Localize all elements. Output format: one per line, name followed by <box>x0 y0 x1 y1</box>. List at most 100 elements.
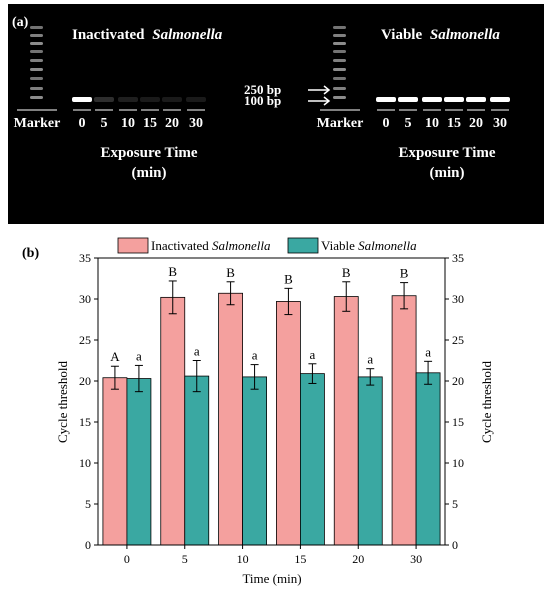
x-tick-label: 20 <box>352 552 364 566</box>
y-tick-label-right: 35 <box>452 251 464 265</box>
y-tick-label-right: 10 <box>452 456 464 470</box>
sample-band <box>422 97 442 102</box>
bar-inactivated <box>391 295 417 546</box>
marker-band <box>30 34 43 37</box>
bar-inactivated <box>333 296 359 546</box>
sample-band <box>444 97 464 102</box>
right-gel-title: Viable Salmonella <box>381 27 500 43</box>
gel-background <box>8 4 544 224</box>
marker-band <box>30 77 43 80</box>
error-bars <box>110 280 433 393</box>
marker-band <box>333 77 346 80</box>
x-axis-title: Time (min) <box>242 571 301 586</box>
lane-label: 30 <box>189 116 203 131</box>
y-tick-label-right: 15 <box>452 415 464 429</box>
left-xlabel-unit: (min) <box>132 165 167 181</box>
significance-letter: B <box>400 266 409 281</box>
marker-band <box>333 59 346 62</box>
bar-inactivated <box>276 301 301 546</box>
sample-band <box>118 97 138 102</box>
marker-band <box>333 87 346 90</box>
lane-label: 10 <box>425 116 439 131</box>
left-lane-labels: Marker 0 5 10 15 20 30 <box>14 109 205 131</box>
y-axis-title-right: Cycle threshold <box>479 361 494 443</box>
significance-letter: A <box>110 349 120 364</box>
y-tick-label: 30 <box>79 292 91 306</box>
panel-b-label: (b) <box>22 246 39 261</box>
legend-swatch-viable <box>287 237 319 254</box>
arrow-250bp <box>308 85 331 95</box>
marker-label-250bp: 250 bp <box>244 82 281 97</box>
legend-label-inactivated: Inactivated Salmonella <box>151 238 271 253</box>
bar-inactivated <box>102 377 128 546</box>
sample-band <box>94 97 114 102</box>
lane-label: Marker <box>14 116 61 131</box>
lane-label: Marker <box>317 116 364 131</box>
marker-band <box>30 42 43 45</box>
x-tick-label: 5 <box>182 552 188 566</box>
significance-letter: a <box>367 352 373 367</box>
y-axis-title-left: Cycle threshold <box>55 361 70 443</box>
significance-letter: B <box>284 271 293 286</box>
significance-letter: B <box>342 265 351 280</box>
lane-label: 30 <box>493 116 507 131</box>
y-tick-label-right: 30 <box>452 292 464 306</box>
significance-letter: a <box>310 347 316 362</box>
bar-series <box>102 292 441 546</box>
marker-band <box>333 50 346 53</box>
left-marker-ladder <box>30 26 43 99</box>
bar-chart-panel: (b) Inactivated Salmonella Viable Salmon… <box>22 237 494 586</box>
y-tick-label: 0 <box>85 538 91 552</box>
x-axis: 0 5 10 15 20 30 <box>124 545 422 566</box>
significance-letter: B <box>168 264 177 279</box>
marker-band <box>30 59 43 62</box>
marker-band <box>30 50 43 53</box>
plot-frame <box>97 257 446 546</box>
y-tick-label: 25 <box>79 333 91 347</box>
x-tick-label: 30 <box>410 552 422 566</box>
lane-label: 5 <box>405 116 412 131</box>
legend-swatch-inactivated <box>117 237 149 254</box>
sample-band <box>398 97 418 102</box>
right-lane-labels: Marker 0 5 10 15 20 30 <box>317 109 509 131</box>
significance-letter: a <box>194 344 200 359</box>
y-tick-label-right: 0 <box>452 538 458 552</box>
sample-band <box>490 97 510 102</box>
sample-band <box>466 97 486 102</box>
arrow-100bp <box>308 96 331 106</box>
lane-label: 15 <box>143 116 157 131</box>
bar-viable <box>126 378 152 546</box>
sample-band <box>186 97 206 102</box>
bar-inactivated <box>160 296 186 546</box>
x-tick-label: 0 <box>124 552 130 566</box>
marker-band <box>30 68 43 71</box>
marker-band <box>333 68 346 71</box>
lane-label: 0 <box>79 116 86 131</box>
lane-label: 20 <box>165 116 179 131</box>
right-xlabel-unit: (min) <box>430 165 465 181</box>
bar-inactivated <box>218 292 243 546</box>
right-xlabel: Exposure Time <box>398 145 495 161</box>
lane-label: 10 <box>121 116 135 131</box>
marker-band <box>333 42 346 45</box>
y-tick-label-right: 5 <box>452 497 458 511</box>
y-tick-label: 35 <box>79 251 91 265</box>
lane-label: 15 <box>447 116 461 131</box>
lane-label: 0 <box>383 116 390 131</box>
marker-band <box>333 26 346 29</box>
lane-label: 20 <box>469 116 483 131</box>
y-tick-label-right: 20 <box>452 374 464 388</box>
sample-band <box>376 97 396 102</box>
bar-viable <box>184 375 210 546</box>
left-sample-bands <box>72 97 206 102</box>
left-gel-title: Inactivated Salmonella <box>72 27 223 43</box>
marker-label-100bp: 100 bp <box>244 93 281 108</box>
sample-band <box>162 97 182 102</box>
y-tick-label: 10 <box>79 456 91 470</box>
y-tick-label: 15 <box>79 415 91 429</box>
bar-viable <box>300 373 325 546</box>
legend-label-viable: Viable Salmonella <box>321 238 417 253</box>
significance-letter: B <box>226 265 235 280</box>
significance-letter: a <box>136 348 142 363</box>
